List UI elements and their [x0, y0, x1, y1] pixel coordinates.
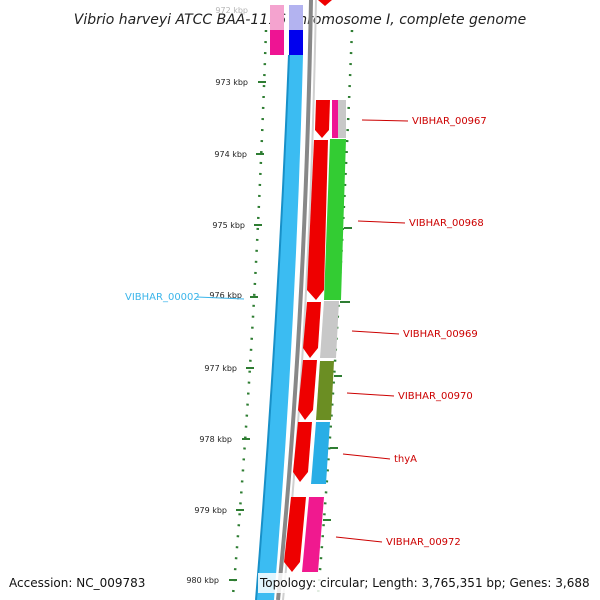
gene-leader-lines	[335, 119, 409, 543]
cog-block-thyA-sky	[311, 422, 330, 484]
gene-label-00002: VIBHAR_00002	[125, 292, 200, 303]
gene-label-00972: VIBHAR_00972	[386, 537, 461, 548]
cds-arrow-00968	[307, 140, 328, 300]
cog-block-00969-gray	[320, 301, 339, 358]
pink-feature-top-faint	[270, 5, 284, 30]
accession-text: Accession: NC_009783	[9, 576, 145, 590]
tick-group-975: 975 kbp	[212, 221, 262, 230]
cds-arrow-00969	[303, 302, 321, 358]
gene-label-00969: VIBHAR_00969	[403, 329, 478, 340]
tick-label-976: 976 kbp	[209, 291, 242, 300]
pink-feature-top	[270, 30, 284, 55]
rna-blue-band	[256, 55, 303, 600]
tick-label-979: 979 kbp	[194, 506, 227, 515]
cds-arrow-thyA	[293, 422, 312, 482]
right-tick-marks	[323, 227, 352, 521]
cog-block-00967-gray	[338, 100, 346, 138]
tick-group-974: 974 kbp	[214, 150, 264, 159]
tick-group-977: 977 kbp	[204, 364, 254, 373]
rna-blue-band-edge	[255, 54, 290, 600]
topology-text: Topology: circular; Length: 3,765,351 bp…	[259, 576, 590, 590]
gene-label-00970: VIBHAR_00970	[398, 391, 473, 402]
cog-block-00970-olive	[316, 361, 334, 420]
gene-label-thyA: thyA	[394, 454, 417, 465]
tick-group-973: 973 kbp	[215, 78, 266, 87]
cds-arrow-00967	[315, 100, 330, 138]
blue-feature-top-faint	[289, 5, 303, 30]
blue-feature-top	[289, 30, 303, 55]
tick-label-973: 973 kbp	[215, 78, 248, 87]
cds-arrow-00970	[298, 360, 317, 420]
cog-block-00972-pink	[302, 497, 324, 572]
tick-label-972: 972 kbp	[215, 6, 248, 15]
tick-label-977: 977 kbp	[204, 364, 237, 373]
tick-label-974: 974 kbp	[214, 150, 247, 159]
cds-arrow-00972	[284, 497, 306, 572]
red-feature-top-peek	[318, 0, 332, 6]
tick-label-975: 975 kbp	[212, 221, 245, 230]
footer-topology-bg	[258, 573, 592, 593]
cog-block-00967-magenta	[332, 100, 338, 138]
cog-block-00968-green	[324, 139, 346, 300]
tick-label-978: 978 kbp	[199, 435, 232, 444]
tick-group-976: 976 kbp	[209, 291, 258, 300]
gene-label-00967: VIBHAR_00967	[412, 116, 487, 127]
tick-group-978: 978 kbp	[199, 435, 250, 444]
tick-group-979: 979 kbp	[194, 506, 244, 515]
backbone-gray-ring	[276, 0, 313, 600]
tick-label-980: 980 kbp	[186, 576, 219, 585]
left-label-leader	[196, 296, 245, 300]
tick-group-980: 980 kbp	[186, 576, 237, 585]
gene-label-00968: VIBHAR_00968	[409, 218, 484, 229]
